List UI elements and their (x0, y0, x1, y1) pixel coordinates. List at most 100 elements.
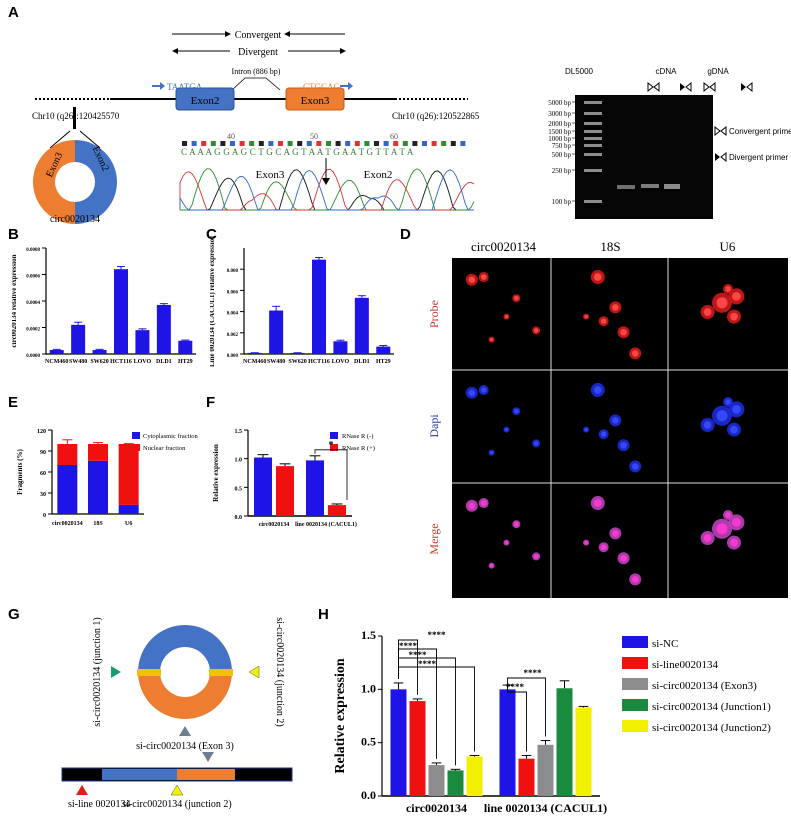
cell-nucleus (725, 399, 731, 405)
legend-label: si-line0020134 (652, 659, 718, 671)
right-primer-arrow (340, 82, 353, 90)
significance-stars: **** (399, 641, 418, 651)
row-label-dapi: Dapi (427, 414, 441, 438)
gel-lane-primers (647, 81, 753, 93)
base-call-square (441, 141, 447, 146)
y-tick-label: 1.0 (235, 458, 243, 464)
base-call-square (345, 141, 351, 146)
bar (499, 689, 516, 796)
chrom-exon3-label: Exon3 (256, 169, 285, 181)
cell-nucleus (725, 512, 731, 518)
y-tick-label: 0.0 (235, 515, 243, 521)
x-tick-label: HCT116 (308, 359, 330, 365)
cell-nucleus (584, 427, 588, 432)
ladder-band (584, 169, 602, 172)
bar-ht29 (376, 346, 391, 354)
y-tick-label: 1.5 (361, 628, 376, 642)
divergent-arrows (172, 48, 346, 54)
x-tick-label: HT29 (178, 359, 193, 365)
x-tick-label: SW620 (288, 359, 306, 365)
panel-d-grid: Probe Dapi Merge (427, 258, 788, 598)
y-tick-label: 90 (40, 450, 46, 456)
cell-nucleus (593, 499, 602, 507)
ladder-size-label: 250 bp (552, 167, 572, 175)
si-line-triangle (76, 785, 88, 795)
chart-e: 0 30 60 90 120 Fragments (%) circ0020134 18S U6 C… (16, 429, 198, 527)
legend-swatch (622, 699, 648, 711)
cell-nucleus (732, 517, 741, 527)
row-label-merge: Merge (427, 523, 441, 554)
divergent-primer-label: Divergent primer (729, 153, 788, 162)
bar (409, 701, 426, 796)
bar (537, 744, 554, 796)
stacked-bar-segment (57, 465, 78, 514)
x-tick-label: SW480 (267, 359, 285, 365)
base-call-square (422, 141, 427, 146)
cell-nucleus (703, 534, 712, 542)
chrom-exon2-label: Exon2 (364, 169, 393, 181)
base-call-square (450, 141, 456, 146)
cell-nucleus (600, 544, 607, 550)
bar-sw620 (290, 352, 305, 354)
y-tick-label: 0.000 (227, 354, 239, 359)
y-axis-title: Relative expression (333, 658, 348, 773)
cell-nucleus (703, 308, 712, 316)
cell-nucleus (730, 312, 738, 321)
legend-swatch (622, 636, 648, 648)
row-label-probe: Probe (427, 300, 441, 328)
bar-dld1 (354, 297, 369, 354)
y-tick-label: 1.0 (361, 681, 376, 695)
junction-marker (73, 107, 76, 129)
cell-nucleus (489, 450, 494, 455)
si-junction2-triangle (170, 784, 184, 796)
panel-d-header: circ0020134 18S U6 (455, 239, 787, 261)
bar-ht29 (178, 340, 193, 354)
legend-label: Nuclear fraction (143, 445, 186, 452)
ladder-size-label: 1000 bp (548, 135, 571, 143)
bar (276, 466, 294, 516)
ladder-band (584, 130, 602, 133)
panel-label-d: D (400, 226, 411, 243)
exon3-box (285, 87, 345, 111)
base-call-square (297, 141, 303, 146)
junction1-triangle (111, 666, 121, 678)
si-junction2-label: si-circ0020134 (junction 2) (122, 799, 231, 810)
circrna-ring (33, 140, 117, 224)
y-tick-label: 60 (40, 471, 46, 477)
base-call-square (210, 141, 216, 146)
circ-ring-g (137, 625, 233, 719)
ladder-band (584, 137, 602, 140)
significance-bracket (398, 666, 475, 752)
cell-nucleus (716, 410, 728, 422)
base-call-square (374, 141, 379, 146)
y-tick-label: 0.002 (227, 333, 239, 338)
col-label-circ: circ0020134 (471, 239, 536, 254)
cell-nucleus (703, 421, 712, 429)
chart-h: 0.0 0.5 1.0 1.5 Relative expression circ00201… (333, 628, 771, 815)
cell-nucleus (593, 386, 602, 394)
stacked-bar-segment (118, 504, 139, 514)
legend-swatch (622, 720, 648, 732)
legend-label: Cytoplasmic fraction (143, 433, 198, 440)
cell-nucleus (514, 409, 519, 414)
y-tick-label: 0.0 (361, 788, 376, 802)
x-tick-label: line 0020134 (CACUL1) (484, 801, 607, 815)
bar (390, 689, 407, 796)
x-tick-label: NCM460 (45, 359, 68, 365)
convergent-primer-label: Convergent primer (729, 127, 791, 136)
exon3-linear-triangle (202, 752, 214, 762)
junction2-triangle (248, 665, 260, 679)
x-tick-label: circ0020134 (52, 521, 83, 527)
x-tick-label: NCM460 (243, 359, 266, 365)
seq-tick-60: 60 (390, 132, 398, 141)
base-call-square (220, 141, 226, 146)
panel-label-e: E (8, 394, 19, 411)
bar (428, 765, 445, 796)
significance-stars: **** (418, 659, 437, 669)
gel-gdna-label: gDNA (707, 67, 729, 76)
ladder-band (584, 101, 602, 104)
y-axis-title: Relative expression (212, 444, 220, 502)
y-tick-label: 0 (43, 513, 46, 519)
stacked-bar-segment (88, 460, 108, 514)
bar-sw480 (71, 324, 86, 354)
